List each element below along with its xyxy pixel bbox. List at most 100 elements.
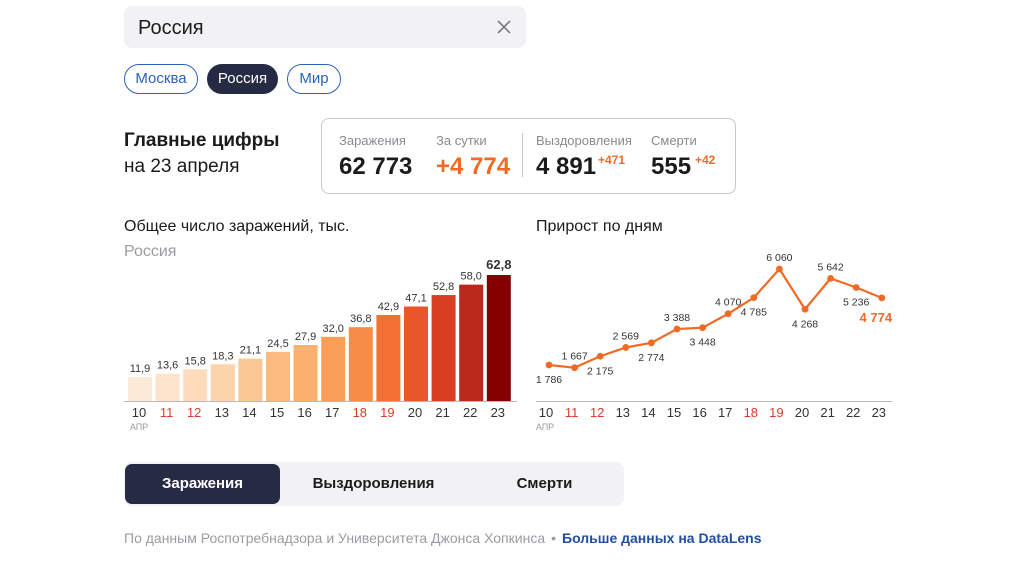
x-tick-label: 12 [590, 405, 604, 420]
bar-value-label: 62,8 [486, 257, 511, 272]
bar [238, 358, 263, 401]
x-tick-month: АПР [130, 422, 148, 432]
source-note: По данным Роспотребнадзора и Университет… [124, 530, 546, 546]
point-value-label: 2 569 [613, 330, 639, 342]
bar-chart-subtitle: Россия [124, 243, 177, 260]
point-value-label: 4 268 [792, 318, 818, 330]
point-value-label: 3 388 [664, 312, 690, 324]
search-bar [124, 6, 526, 50]
close-icon[interactable] [490, 13, 518, 41]
headline-title: Главные цифры [124, 130, 280, 151]
bar-value-label: 13,6 [157, 360, 178, 372]
x-tick-label: 14 [641, 405, 655, 420]
x-tick-label: 21 [435, 405, 449, 420]
x-tick-label: 18 [744, 405, 758, 420]
bar [183, 369, 208, 401]
line-series [548, 267, 883, 369]
x-tick-label: 15 [270, 405, 284, 420]
bar [376, 314, 401, 401]
line-point [878, 294, 886, 302]
line-point [750, 294, 758, 302]
x-tick-label: 15 [667, 405, 681, 420]
line-chart-title: Прирост по дням [536, 218, 663, 235]
bar-value-label: 18,3 [212, 350, 233, 362]
bar [431, 295, 456, 401]
line-point [545, 361, 553, 369]
x-tick-label: 13 [616, 405, 630, 420]
bar-value-label: 42,9 [378, 301, 399, 313]
separator-dot: • [551, 530, 557, 546]
tab-recoveries[interactable]: Выздоровления [312, 475, 435, 492]
line-point [801, 305, 809, 313]
line-point [699, 324, 706, 332]
stat-deaths-label: Смерти [651, 133, 697, 148]
datalens-link[interactable]: Больше данных на DataLens [562, 530, 762, 546]
x-tick-label: 22 [463, 405, 477, 420]
x-tick-label: 17 [718, 405, 732, 420]
point-value-label: 4 774 [860, 310, 893, 325]
bar-value-label: 58,0 [460, 271, 481, 283]
x-tick-label: 21 [820, 405, 834, 420]
bar-value-label: 15,8 [184, 355, 205, 367]
search-input[interactable] [136, 6, 480, 50]
stats-divider [522, 133, 523, 177]
bar-chart-title: Общее число заражений, тыс. [124, 218, 350, 235]
point-value-label: 2 175 [587, 365, 613, 377]
region-pill-russia[interactable]: Россия [207, 64, 278, 94]
x-tick-label: 11 [160, 405, 174, 420]
x-tick-label: 20 [795, 405, 809, 420]
bar-value-label: 24,5 [267, 338, 288, 350]
x-tick-label: 18 [353, 405, 367, 420]
stat-recovered-value: 4 891 [536, 153, 597, 180]
x-tick-label: 23 [872, 405, 886, 420]
footer: По данным Роспотребнадзора и Университет… [124, 530, 762, 546]
bar-value-label: 32,0 [322, 323, 343, 335]
metric-tabs: Заражения Выздоровления Смерти [124, 462, 624, 506]
bar [293, 345, 318, 401]
x-tick-label: 13 [215, 405, 229, 420]
stat-infected-value: 62 773 [339, 153, 413, 180]
tab-deaths[interactable]: Смерти [516, 475, 573, 492]
line-point [622, 344, 630, 351]
x-tick-label: 19 [380, 405, 394, 420]
stat-daily-label: За сутки [436, 133, 487, 148]
line-point [648, 339, 655, 347]
bar-value-label: 11,9 [130, 363, 151, 375]
x-tick-label: 16 [692, 405, 706, 420]
line-chart: 1 786 10 1 667 11 2 175 12 2 569 13 2 774 14 3 388… [536, 252, 893, 432]
line-point [776, 265, 783, 273]
line-point [673, 325, 681, 333]
stat-deaths-delta: +42 [695, 153, 716, 167]
bar [486, 275, 511, 401]
line-point [596, 352, 604, 360]
point-value-label: 5 236 [843, 297, 869, 309]
headline: Главные цифры на 23 апреля [124, 128, 280, 180]
bar [128, 377, 152, 401]
tab-infections[interactable]: Заражения [125, 464, 280, 504]
headline-date: на 23 апреля [124, 156, 240, 177]
line-point [852, 284, 860, 291]
x-tick-label: 20 [408, 405, 422, 420]
region-pill-moscow[interactable]: Москва [124, 64, 198, 94]
point-value-label: 2 774 [638, 352, 664, 364]
line-point [724, 310, 732, 318]
bar [348, 327, 373, 401]
bar [321, 336, 346, 401]
stat-infected-label: Заражения [339, 133, 406, 148]
x-tick-label: 16 [297, 405, 311, 420]
bar [266, 351, 290, 401]
bar-value-label: 52,8 [433, 281, 454, 293]
point-value-label: 1 667 [561, 351, 587, 363]
stat-deaths-value: 555 [651, 153, 692, 180]
bar [459, 284, 484, 401]
line-point [571, 364, 578, 372]
x-tick-label: 10 [132, 405, 146, 420]
x-tick-month: АПР [536, 422, 554, 432]
x-tick-label: 11 [565, 405, 579, 420]
region-pill-world[interactable]: Мир [287, 64, 341, 94]
bar-value-label: 21,1 [240, 345, 261, 357]
stats-card: Заражения 62 773 За сутки +4 774 Выздоро… [321, 118, 736, 194]
x-tick-label: 12 [187, 405, 201, 420]
point-value-label: 1 786 [536, 374, 562, 386]
point-value-label: 3 448 [689, 337, 715, 349]
